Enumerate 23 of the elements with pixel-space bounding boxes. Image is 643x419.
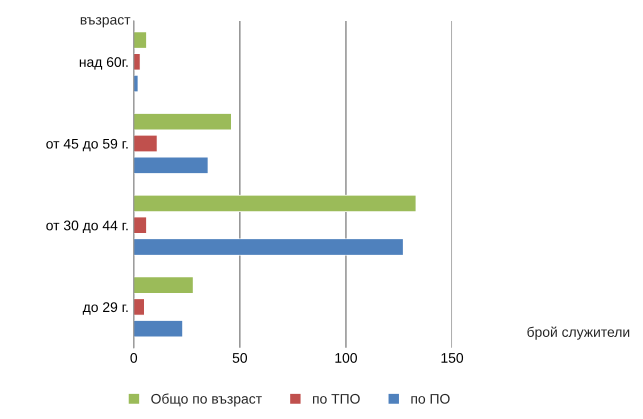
y-tick-label: от 30 до 44 г. [46,220,128,234]
bar [134,194,416,212]
y-axis-title: възраст [80,17,130,28]
y-tick-label: от 45 до 59 г. [46,138,128,152]
bar [134,320,183,338]
bar [134,156,208,174]
bar [134,113,232,130]
bar [134,276,194,294]
x-tick-label: 100 [335,353,357,363]
legend-label: по ТПО [313,394,360,404]
bar [134,31,147,49]
legend-label: Общо по възраст [151,393,262,406]
y-tick-label: до 29 г. [82,302,128,315]
y-tick-label: над 60г. [80,57,128,70]
x-tick-label: 0 [130,353,138,363]
bar [134,134,158,152]
bar [134,238,404,256]
x-tick-label: 50 [232,353,248,363]
x-tick-label: 150 [442,353,464,363]
legend-label: по ПО [411,394,450,404]
x-axis-title: брой служители [527,326,630,340]
bar [134,298,145,316]
bar [134,216,147,234]
